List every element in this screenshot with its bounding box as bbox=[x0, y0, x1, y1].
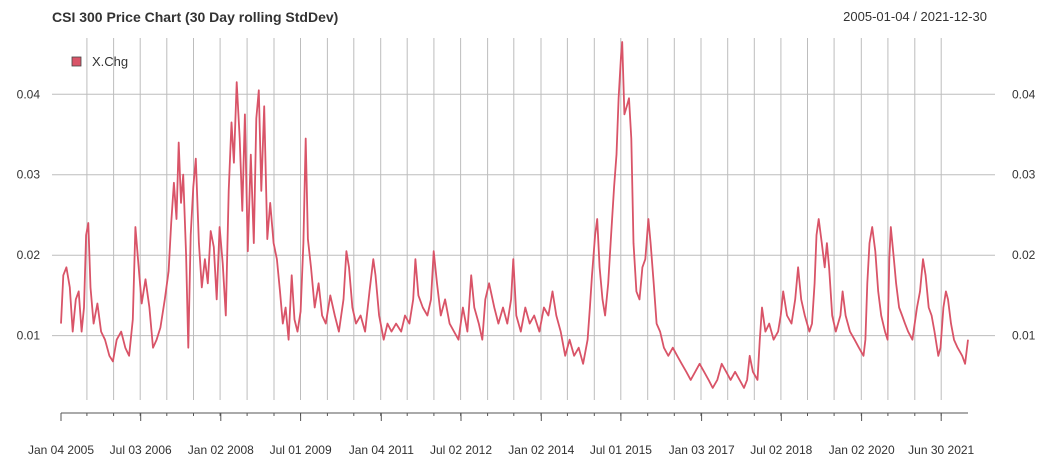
y-tick-label-left: 0.01 bbox=[17, 329, 41, 343]
y-tick-label-left: 0.03 bbox=[17, 168, 41, 182]
y-tick-label-left: 0.02 bbox=[17, 248, 41, 262]
series-layer bbox=[60, 41, 969, 389]
y-axis-right-ticks: 0.01 0.02 0.03 0.04 bbox=[1012, 87, 1036, 342]
x-tick-label: Jan 02 2008 bbox=[188, 443, 254, 457]
y-tick-label-left: 0.04 bbox=[17, 87, 41, 101]
vertical-gridlines bbox=[86, 38, 942, 400]
legend-swatch bbox=[71, 56, 82, 67]
x-tick-label: Jan 03 2017 bbox=[669, 443, 735, 457]
legend: X.Chg bbox=[71, 54, 128, 69]
x-tick-label: Jan 04 2011 bbox=[349, 443, 414, 457]
x-tick-label: Jul 03 2006 bbox=[110, 443, 172, 457]
chart-title: CSI 300 Price Chart (30 Day rolling StdD… bbox=[52, 9, 338, 25]
x-tick-label: Jul 01 2015 bbox=[590, 443, 652, 457]
y-tick-label-right: 0.04 bbox=[1012, 87, 1036, 101]
x-tick-label: Jul 01 2009 bbox=[270, 443, 332, 457]
y-tick-label-right: 0.03 bbox=[1012, 168, 1036, 182]
x-axis: Jan 04 2005 Jul 03 2006 Jan 02 2008 Jul 01 … bbox=[28, 412, 975, 457]
x-tick-label: Jul 02 2012 bbox=[430, 443, 492, 457]
x-tick-label: Jan 04 2005 bbox=[28, 443, 94, 457]
x-tick-label: Jan 02 2014 bbox=[508, 443, 574, 457]
date-range-label: 2005-01-04 / 2021-12-30 bbox=[843, 9, 987, 24]
y-tick-label-right: 0.02 bbox=[1012, 248, 1036, 262]
x-tick-label: Jul 02 2018 bbox=[750, 443, 812, 457]
series-line-xchg bbox=[60, 41, 969, 389]
y-tick-label-right: 0.01 bbox=[1012, 329, 1036, 343]
horizontal-gridlines bbox=[52, 93, 995, 337]
y-axis-left-ticks: 0.01 0.02 0.03 0.04 bbox=[17, 87, 41, 342]
legend-entry-label: X.Chg bbox=[92, 54, 128, 69]
x-tick-label: Jan 02 2020 bbox=[829, 443, 895, 457]
x-tick-label: Jun 30 2021 bbox=[908, 443, 974, 457]
